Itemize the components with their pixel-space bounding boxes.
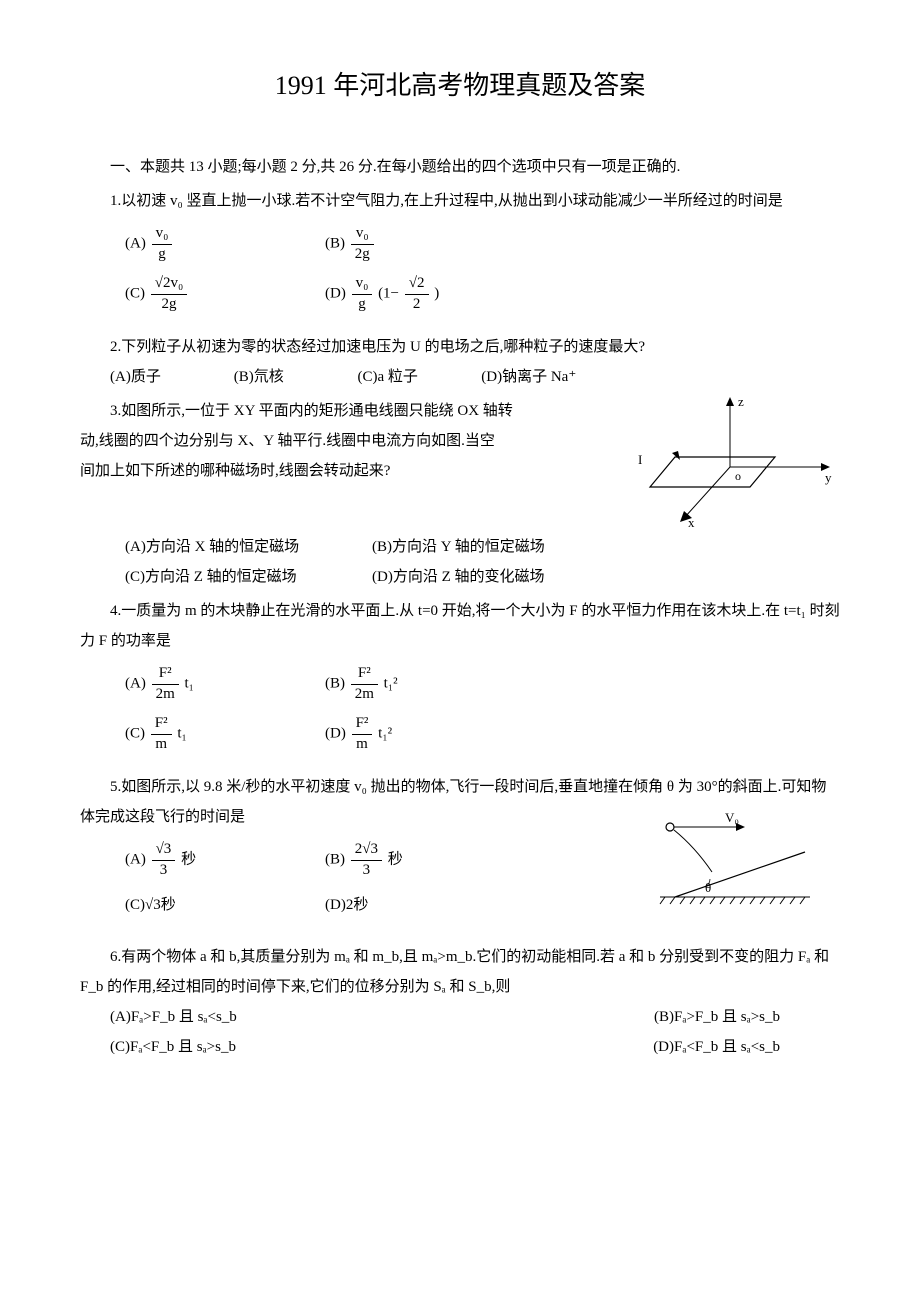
numerator: v₀ bbox=[352, 274, 373, 295]
opt-label: (B) bbox=[325, 235, 345, 251]
question-6-text: 6.有两个物体 a 和 b,其质量分别为 mₐ 和 m_b,且 mₐ>m_b.它… bbox=[80, 942, 840, 1002]
numerator: v₀ bbox=[351, 224, 374, 245]
suffix: t₁² bbox=[384, 675, 398, 691]
q4-option-c: (C) F² m t₁ bbox=[125, 714, 325, 754]
denominator: 2g bbox=[351, 245, 374, 265]
fraction: F² m bbox=[151, 714, 172, 754]
paren-open: (1− bbox=[378, 285, 403, 301]
page-title: 1991 年河北高考物理真题及答案 bbox=[80, 60, 840, 112]
numerator: F² bbox=[351, 664, 378, 685]
fraction: √2v₀ 2g bbox=[151, 274, 187, 314]
q1-option-d: (D) v₀ g (1− √2 2 ) bbox=[325, 274, 585, 314]
numerator: √3 bbox=[152, 840, 176, 861]
q2-option-d: (D)钠离子 Na⁺ bbox=[481, 362, 601, 392]
question-4-text: 4.一质量为 m 的木块静止在光滑的水平面上.从 t=0 开始,将一个大小为 F… bbox=[80, 596, 840, 656]
q2-option-c: (C)a 粒子 bbox=[358, 362, 478, 392]
fraction: v₀ 2g bbox=[351, 224, 374, 264]
q2-option-a: (A)质子 bbox=[110, 362, 230, 392]
question-3-options: (A)方向沿 X 轴的恒定磁场 (B)方向沿 Y 轴的恒定磁场 (C)方向沿 Z… bbox=[110, 532, 604, 592]
denominator: 2m bbox=[152, 685, 179, 705]
q6-option-d: (D)Fₐ<F_b 且 sₐ<s_b bbox=[445, 1032, 840, 1062]
theta-label: θ bbox=[705, 880, 711, 895]
question-2-text: 2.下列粒子从初速为零的状态经过加速电压为 U 的电场之后,哪种粒子的速度最大? bbox=[80, 332, 840, 362]
q1-option-b: (B) v₀ 2g bbox=[325, 224, 525, 264]
opt-label: (A) bbox=[125, 851, 146, 867]
opt-label: (C) bbox=[125, 285, 145, 301]
axis-z-label: z bbox=[738, 394, 744, 409]
current-label: I bbox=[638, 452, 642, 467]
fraction: v₀ g bbox=[152, 224, 173, 264]
numerator: F² bbox=[152, 664, 179, 685]
opt-label: (B) bbox=[325, 851, 345, 867]
question-6-options-row1: (A)Fₐ>F_b 且 sₐ<s_b (B)Fₐ>F_b 且 sₐ>s_b bbox=[110, 1002, 840, 1032]
q3-option-a: (A)方向沿 X 轴的恒定磁场 bbox=[110, 532, 357, 562]
denominator: g bbox=[152, 245, 173, 265]
suffix: t₁ bbox=[185, 675, 194, 691]
numerator: √2 bbox=[405, 274, 429, 295]
q3-diagram: z y x o I bbox=[630, 392, 840, 532]
denominator: m bbox=[151, 735, 172, 755]
coordinate-diagram-icon: z y x o I bbox=[630, 392, 840, 532]
denominator: 3 bbox=[152, 861, 176, 881]
numerator: √2v₀ bbox=[151, 274, 187, 295]
denominator: 2g bbox=[151, 295, 187, 315]
q4-option-d: (D) F² m t₁² bbox=[325, 714, 525, 754]
v0-label: V₀ bbox=[725, 812, 739, 825]
opt-label: (C) bbox=[125, 725, 145, 741]
section-intro: 一、本题共 13 小题;每小题 2 分,共 26 分.在每小题给出的四个选项中只… bbox=[80, 152, 840, 182]
denominator: m bbox=[352, 735, 373, 755]
q5-diagram: V₀ θ bbox=[650, 812, 840, 912]
denominator: 3 bbox=[351, 861, 382, 881]
question-1-options: (A) v₀ g (B) v₀ 2g (C) √2v₀ 2g (D) v₀ g … bbox=[125, 224, 840, 324]
numerator: F² bbox=[151, 714, 172, 735]
suffix: t₁ bbox=[177, 725, 186, 741]
q6-option-c: (C)Fₐ<F_b 且 sₐ>s_b bbox=[110, 1032, 445, 1062]
question-1-text: 1.以初速 v₀ 竖直上抛一小球.若不计空气阻力,在上升过程中,从抛出到小球动能… bbox=[80, 186, 840, 216]
q6-option-a: (A)Fₐ>F_b 且 sₐ<s_b bbox=[110, 1002, 445, 1032]
q3-option-b: (B)方向沿 Y 轴的恒定磁场 bbox=[357, 532, 604, 562]
suffix: 秒 bbox=[181, 851, 196, 867]
q4-option-b: (B) F² 2m t₁² bbox=[325, 664, 525, 704]
opt-label: (A) bbox=[125, 235, 146, 251]
denominator: 2m bbox=[351, 685, 378, 705]
fraction: F² 2m bbox=[152, 664, 179, 704]
suffix: 秒 bbox=[388, 851, 403, 867]
axis-x-label: x bbox=[688, 515, 695, 530]
fraction: √2 2 bbox=[405, 274, 429, 314]
q5-option-c: (C)√3秒 bbox=[125, 890, 325, 920]
fraction: √3 3 bbox=[152, 840, 176, 880]
opt-label: (D) bbox=[325, 725, 346, 741]
denominator: 2 bbox=[405, 295, 429, 315]
fraction: 2√3 3 bbox=[351, 840, 382, 880]
question-4-options: (A) F² 2m t₁ (B) F² 2m t₁² (C) F² m t₁ (… bbox=[125, 664, 840, 764]
opt-label: (D) bbox=[325, 285, 346, 301]
denominator: g bbox=[352, 295, 373, 315]
q5-option-d: (D)2秒 bbox=[325, 890, 525, 920]
question-5-options: (A) √3 3 秒 (B) 2√3 3 秒 (C)√3秒 (D)2秒 bbox=[125, 840, 640, 930]
q3-option-d: (D)方向沿 Z 轴的变化磁场 bbox=[357, 562, 604, 592]
numerator: 2√3 bbox=[351, 840, 382, 861]
q1-option-c: (C) √2v₀ 2g bbox=[125, 274, 325, 314]
q4-option-a: (A) F² 2m t₁ bbox=[125, 664, 325, 704]
numerator: F² bbox=[352, 714, 373, 735]
question-2-options: (A)质子 (B)氘核 (C)a 粒子 (D)钠离子 Na⁺ bbox=[110, 362, 840, 392]
origin-label: o bbox=[735, 469, 741, 483]
question-6-options-row2: (C)Fₐ<F_b 且 sₐ>s_b (D)Fₐ<F_b 且 sₐ<s_b bbox=[110, 1032, 840, 1062]
opt-label: (A) bbox=[125, 675, 146, 691]
q5-option-b: (B) 2√3 3 秒 bbox=[325, 840, 525, 880]
fraction: F² 2m bbox=[351, 664, 378, 704]
q1-option-a: (A) v₀ g bbox=[125, 224, 325, 264]
q5-option-a: (A) √3 3 秒 bbox=[125, 840, 325, 880]
numerator: v₀ bbox=[152, 224, 173, 245]
fraction: F² m bbox=[352, 714, 373, 754]
q3-option-c: (C)方向沿 Z 轴的恒定磁场 bbox=[110, 562, 357, 592]
paren-close: ) bbox=[434, 285, 439, 301]
suffix: t₁² bbox=[378, 725, 392, 741]
fraction: v₀ g bbox=[352, 274, 373, 314]
opt-label: (B) bbox=[325, 675, 345, 691]
axis-y-label: y bbox=[825, 470, 832, 485]
q6-option-b: (B)Fₐ>F_b 且 sₐ>s_b bbox=[445, 1002, 840, 1032]
projectile-diagram-icon: V₀ θ bbox=[650, 812, 840, 912]
q2-option-b: (B)氘核 bbox=[234, 362, 354, 392]
